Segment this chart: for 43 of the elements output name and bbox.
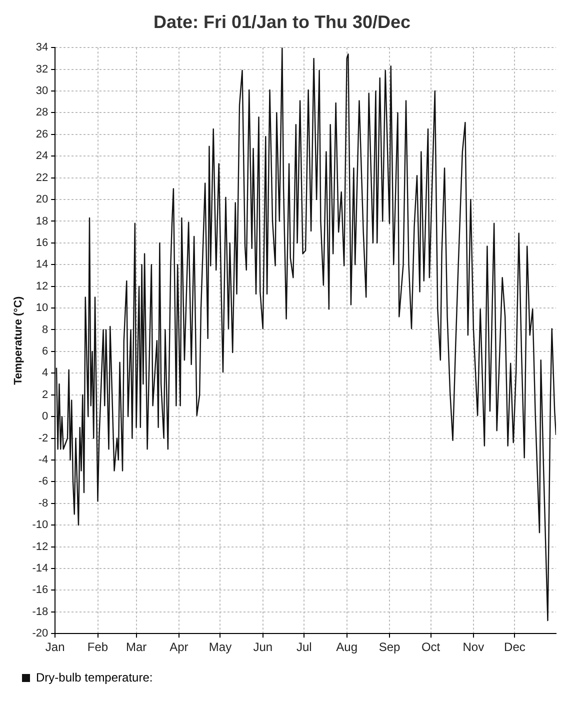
y-tick-label: 26 [36,128,48,140]
y-tick-label: 20 [36,194,48,206]
y-tick-label: -8 [38,497,48,510]
x-tick-label: May [208,640,232,654]
y-tick-label: 30 [36,85,48,98]
y-tick-label: -16 [32,584,48,596]
x-tick-label: Jan [45,640,65,654]
y-tick-label: 18 [36,215,48,228]
y-tick-label: 34 [36,42,48,54]
y-tick-label: 6 [42,345,48,358]
x-tick-label: Jul [296,640,312,654]
x-tick-label: Apr [170,640,188,654]
legend-label: Dry-bulb temperature: [36,670,153,684]
y-tick-label: 14 [36,258,48,271]
y-tick-label: -12 [32,540,48,553]
x-tick-label: Aug [336,640,358,654]
y-tick-label: 28 [36,106,48,119]
y-axis-title: Temperature (°C) [12,296,25,385]
y-tick-label: -6 [38,476,48,488]
chart-title: Date: Fri 01/Jan to Thu 30/Dec [153,12,411,32]
y-tick-label: -2 [38,432,48,444]
y-tick-label: 4 [42,367,48,380]
x-tick-label: Sep [378,640,400,654]
y-tick-label: 12 [36,280,48,292]
x-tick-label: Oct [421,640,441,654]
y-tick-label: -10 [32,519,48,532]
y-tick-label: -20 [32,628,48,640]
y-tick-label: 24 [36,150,48,162]
y-tick-label: -18 [32,606,48,618]
x-tick-label: Dec [504,640,526,654]
x-tick-label: Nov [462,640,484,654]
x-tick-label: Jun [253,640,273,654]
y-tick-label: 16 [36,236,48,249]
y-tick-label: 0 [42,410,48,423]
y-tick-label: -4 [38,454,48,466]
y-tick-label: 8 [42,324,48,336]
y-tick-label: 22 [36,172,48,184]
y-tick-label: 10 [36,302,48,314]
y-tick-label: 2 [42,388,48,401]
y-tick-label: 32 [36,63,48,76]
x-tick-label: Feb [87,640,108,654]
y-tick-label: -14 [32,562,48,575]
x-tick-label: Mar [126,640,147,654]
